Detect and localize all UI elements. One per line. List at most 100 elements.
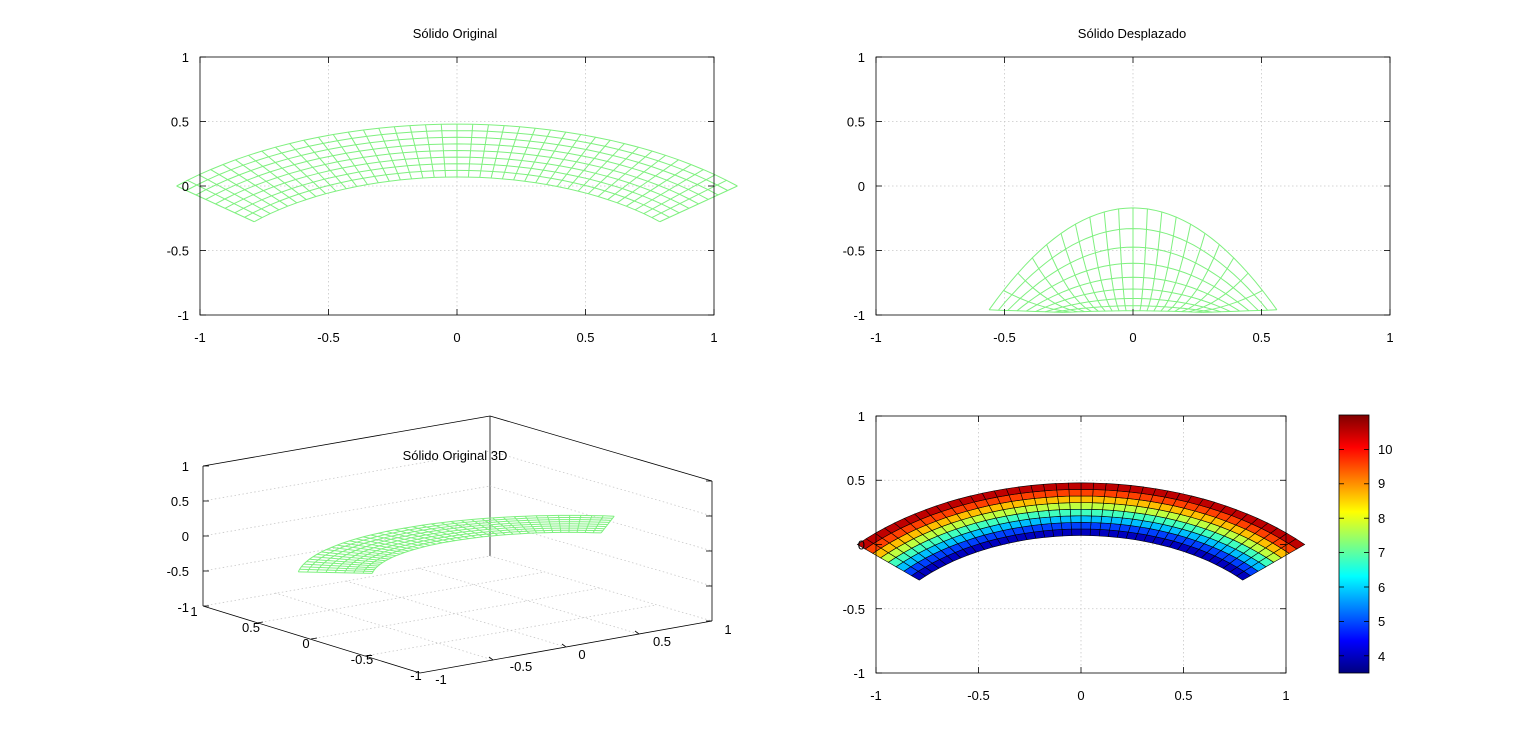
- wall-grid: [202, 485, 491, 537]
- surface-cell: [1091, 508, 1103, 517]
- surface-cell: [1080, 489, 1094, 497]
- y-tick-label: 1: [182, 50, 189, 65]
- mesh-radial: [1167, 233, 1206, 312]
- x-tick-label: 0: [1129, 330, 1136, 345]
- surface-cell: [1018, 485, 1034, 494]
- chart-title: Sólido Desplazado: [1078, 26, 1186, 41]
- mesh-radial: [481, 518, 506, 536]
- box-edge: [489, 415, 713, 482]
- surface-cell: [1069, 508, 1082, 517]
- mesh-radial: [261, 150, 317, 197]
- z-tick-label: 0: [182, 529, 189, 544]
- mesh-radial: [275, 146, 327, 195]
- colorbar-tick-label: 5: [1378, 614, 1385, 629]
- mesh-radial: [587, 146, 639, 195]
- surface-cell: [1103, 496, 1117, 505]
- tick-marks: [199, 56, 715, 316]
- x-tick-label: -1: [194, 330, 206, 345]
- colorbar-tick-label: 7: [1378, 545, 1385, 560]
- mesh-radial: [235, 159, 298, 204]
- x-tick: [561, 643, 567, 648]
- mesh-radial: [421, 524, 462, 541]
- colorbar-ticks: [1339, 448, 1369, 657]
- surface-cell: [1102, 502, 1116, 511]
- x-tick-label: 0.5: [576, 330, 594, 345]
- mesh-radial: [1146, 211, 1163, 312]
- x-tick-label: -0.5: [510, 659, 532, 674]
- mesh-radial: [1089, 217, 1113, 312]
- mesh-radial: [316, 553, 386, 562]
- mesh-radial: [394, 529, 443, 544]
- surface-cell: [1080, 508, 1093, 517]
- mesh-radial: [524, 129, 552, 182]
- surface-cell: [1099, 522, 1112, 531]
- surface-cell: [1110, 516, 1123, 525]
- chart-title: Sólido Original: [413, 26, 498, 41]
- y-tick-label: -1: [853, 666, 865, 681]
- mesh-radial: [299, 568, 374, 573]
- mesh-radial: [321, 551, 389, 560]
- y-tick-label: 0.5: [847, 115, 865, 130]
- mesh-radial: [393, 126, 413, 180]
- mesh-radial: [502, 516, 522, 535]
- x-tick-label: 0.5: [653, 634, 671, 649]
- box-edge: [202, 415, 491, 467]
- y-tick-label: 0.5: [847, 473, 865, 488]
- mesh-radial: [513, 516, 530, 534]
- x-tick-label: -1: [435, 672, 447, 687]
- wall-grid: [489, 450, 713, 517]
- mesh-radial: [1074, 224, 1106, 312]
- y-tick-label: 1: [190, 604, 197, 619]
- mesh-radial: [412, 526, 456, 542]
- mesh-radial: [425, 124, 435, 178]
- surface-cell: [1090, 515, 1103, 524]
- x-tick-label: -1: [870, 330, 882, 345]
- surface-cell: [1104, 483, 1119, 492]
- x-tick-label: -0.5: [993, 330, 1015, 345]
- mesh-radial: [306, 561, 379, 567]
- panel-solido-original: Sólido Original -1 -0.5 0 0.5 1 1 0.5 0 …: [167, 26, 738, 345]
- mesh-radial: [600, 515, 615, 534]
- floor-edge: [202, 605, 421, 674]
- mesh-radial: [597, 150, 653, 197]
- mesh-radial: [409, 125, 424, 179]
- surface-cell: [1059, 508, 1071, 517]
- mesh-radial: [303, 139, 347, 189]
- mesh-radial: [331, 546, 397, 557]
- surface-cell: [1101, 509, 1114, 518]
- mesh-radial: [298, 571, 373, 574]
- mesh-radial: [659, 185, 738, 223]
- surface-cell: [1091, 502, 1104, 511]
- mesh-radial: [342, 542, 405, 553]
- mesh-radial: [349, 540, 410, 552]
- x-tick-label: 1: [710, 330, 717, 345]
- mesh-radial: [460, 520, 491, 537]
- colorbar-tick-label: 4: [1378, 649, 1385, 664]
- surface-cell: [1080, 528, 1091, 536]
- tick-marks: [875, 56, 1391, 316]
- mesh-radial: [317, 136, 358, 187]
- colorbar-tick-label: 10: [1378, 442, 1392, 457]
- mesh-radial: [1188, 272, 1249, 313]
- panel-heatmap: -1 -0.5 0 0.5 1 1 0.5 0 -0.5 -1 10 9 8 7: [843, 409, 1393, 703]
- surface-cell: [1080, 521, 1092, 530]
- mesh-radial: [513, 127, 536, 181]
- z-tick-label: -0.5: [167, 564, 189, 579]
- surface-cell: [1050, 522, 1063, 531]
- mesh-radial: [558, 515, 562, 533]
- chart-title: Sólido Original 3D: [403, 448, 508, 463]
- surface-cell: [1071, 528, 1082, 536]
- floor-grid: [364, 604, 657, 657]
- surface-cell: [1068, 489, 1082, 497]
- mesh-radial: [643, 174, 716, 215]
- x-tick-label: 1: [1282, 688, 1289, 703]
- surface-cell: [1068, 495, 1082, 504]
- mesh-radial: [1103, 211, 1120, 312]
- mesh-radial: [1195, 290, 1263, 313]
- x-tick: [488, 656, 494, 661]
- mesh-radial: [309, 558, 381, 565]
- z-tick-label: 0.5: [171, 494, 189, 509]
- surface-cell: [1061, 528, 1073, 537]
- mesh-radial: [347, 131, 379, 183]
